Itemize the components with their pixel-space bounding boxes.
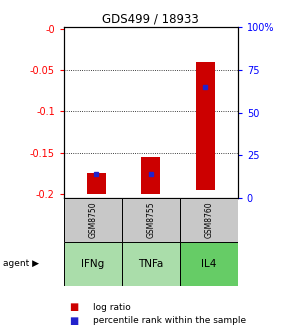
Text: GSM8755: GSM8755 bbox=[146, 202, 155, 239]
Bar bbox=[122, 198, 180, 242]
Text: log ratio: log ratio bbox=[93, 303, 130, 312]
Bar bbox=[64, 198, 122, 242]
Bar bbox=[64, 242, 122, 286]
Bar bbox=[180, 198, 238, 242]
Bar bbox=[122, 242, 180, 286]
Bar bbox=[196, 61, 215, 190]
Text: TNFa: TNFa bbox=[138, 259, 164, 269]
Bar bbox=[141, 157, 160, 194]
Text: percentile rank within the sample: percentile rank within the sample bbox=[93, 317, 246, 325]
Title: GDS499 / 18933: GDS499 / 18933 bbox=[102, 13, 199, 26]
Text: IL4: IL4 bbox=[201, 259, 217, 269]
Text: agent ▶: agent ▶ bbox=[3, 259, 39, 268]
Bar bbox=[87, 173, 106, 194]
Text: ■: ■ bbox=[70, 302, 79, 312]
Text: GSM8760: GSM8760 bbox=[204, 202, 213, 239]
Text: IFNg: IFNg bbox=[81, 259, 104, 269]
Bar bbox=[180, 242, 238, 286]
Text: GSM8750: GSM8750 bbox=[88, 202, 97, 239]
Text: ■: ■ bbox=[70, 316, 79, 326]
